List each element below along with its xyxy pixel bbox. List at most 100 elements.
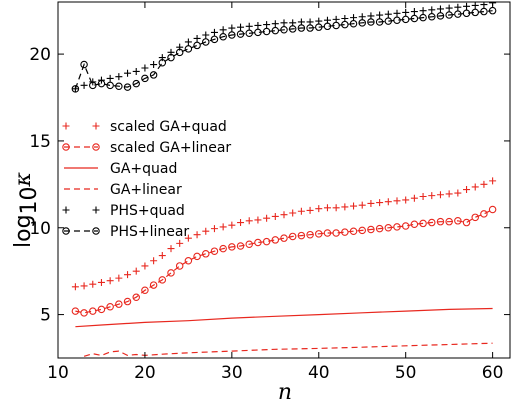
data-point (323, 204, 331, 212)
data-point (263, 21, 271, 29)
data-point (463, 2, 471, 10)
data-point (271, 26, 280, 35)
data-point (445, 190, 453, 198)
data-point (384, 224, 393, 232)
data-point (141, 74, 149, 83)
y-tick-label: 5 (40, 306, 51, 326)
data-point (480, 7, 488, 16)
data-point (193, 34, 201, 42)
series-line (74, 10, 493, 90)
legend-entry: GA+quad (64, 161, 177, 177)
data-point (219, 223, 227, 231)
data-point (115, 73, 123, 81)
data-point (332, 21, 340, 30)
data-point (341, 203, 349, 211)
data-point (80, 282, 88, 290)
data-point (97, 305, 106, 314)
data-point (428, 13, 436, 21)
data-point (132, 293, 140, 301)
data-point (428, 218, 436, 227)
data-point (80, 309, 88, 317)
data-point (71, 307, 80, 315)
y-axis-label-main: log (11, 214, 36, 248)
data-point (332, 204, 340, 212)
data-point (445, 217, 453, 226)
data-point (358, 19, 366, 27)
data-point (462, 218, 471, 227)
data-point (228, 24, 236, 32)
data-point (167, 269, 175, 277)
data-point (210, 225, 218, 233)
data-point (175, 262, 184, 270)
data-point (419, 219, 427, 228)
data-point (341, 228, 349, 236)
data-point (150, 257, 158, 265)
legend-marker (62, 227, 70, 235)
axes: 10 20 30 40 50 60 5 10 15 20 (29, 1, 511, 383)
series-group (71, 2, 497, 357)
data-point (202, 227, 210, 235)
data-point (115, 274, 123, 282)
data-point (402, 8, 410, 16)
data-point (454, 189, 462, 197)
legend-entry: scaled GA+linear (62, 140, 231, 156)
data-point (358, 201, 366, 209)
data-point (315, 23, 323, 31)
data-point (167, 53, 175, 62)
data-point (115, 300, 123, 308)
data-point (89, 307, 97, 315)
series-5 (71, 6, 497, 93)
data-point (176, 239, 184, 247)
data-point (262, 237, 271, 246)
legend-marker (92, 227, 100, 235)
data-point (280, 19, 288, 27)
data-point (384, 10, 392, 18)
legend-entry: PHS+linear (62, 224, 189, 240)
data-point (315, 205, 323, 213)
data-point (184, 257, 193, 265)
data-point (158, 276, 167, 284)
data-point (202, 38, 210, 46)
data-point (236, 242, 245, 250)
legend-marker (62, 122, 70, 130)
data-point (410, 8, 418, 16)
data-point (237, 219, 245, 227)
data-point (350, 202, 358, 210)
data-point (263, 214, 271, 222)
data-point (410, 220, 419, 229)
y-axis-label-var: κ (11, 171, 36, 187)
series-line (75, 307, 493, 328)
data-point (306, 230, 314, 239)
data-point (158, 59, 167, 67)
data-point (471, 183, 479, 191)
data-point (141, 64, 149, 72)
series-1 (71, 205, 497, 317)
series-0 (71, 177, 497, 291)
data-point (480, 180, 488, 188)
data-point (288, 25, 297, 33)
data-point (149, 281, 158, 289)
data-point (89, 280, 97, 288)
data-point (228, 243, 236, 251)
data-point (288, 232, 297, 241)
data-point (124, 69, 132, 77)
y-tick-label: 10 (29, 219, 51, 239)
x-tick-label: 20 (134, 363, 156, 383)
series-3 (83, 342, 493, 357)
data-point (471, 213, 479, 222)
data-point (428, 192, 436, 200)
data-point (175, 48, 184, 57)
legend-marker (62, 206, 70, 214)
data-point (454, 3, 462, 11)
data-point (193, 231, 201, 239)
data-point (132, 267, 140, 275)
legend-label: GA+quad (110, 161, 177, 177)
data-point (106, 74, 114, 82)
data-point (115, 82, 123, 90)
data-point (184, 38, 192, 46)
legend-label: GA+linear (110, 182, 182, 198)
data-point (358, 226, 366, 235)
y-axis-label-sub: 10 (17, 186, 42, 214)
data-point (71, 283, 79, 291)
